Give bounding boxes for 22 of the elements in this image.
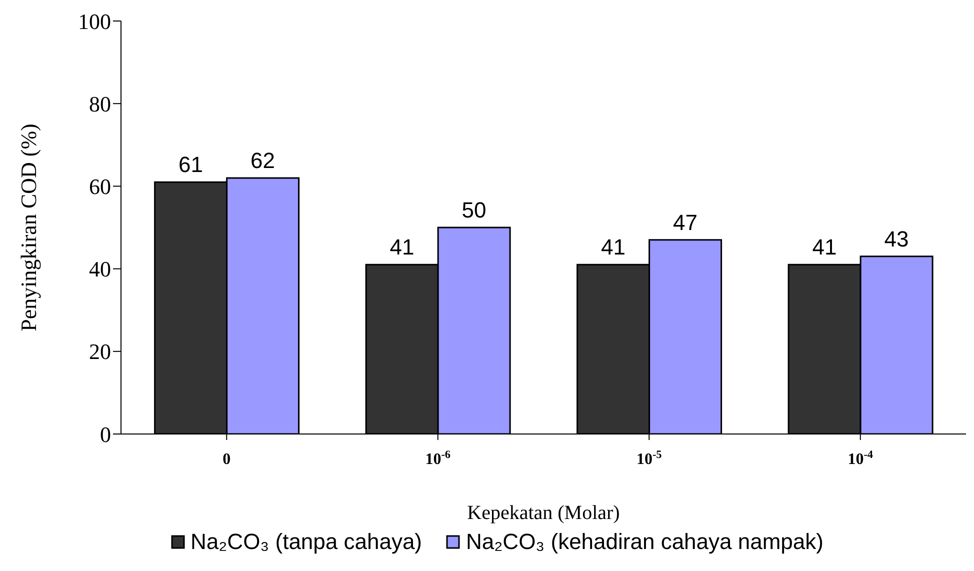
y-tick-label: 0	[100, 422, 111, 447]
data-label: 61	[178, 152, 204, 178]
y-tick-label: 40	[89, 256, 111, 282]
y-tick-label: 100	[78, 8, 111, 34]
data-label: 47	[673, 210, 698, 235]
y-axis-title: Penyingkiran COD (%)	[16, 124, 41, 332]
y-tick-label: 80	[89, 91, 111, 116]
data-label: 50	[462, 198, 486, 222]
data-label: 41	[390, 234, 414, 260]
data-label: 43	[884, 226, 909, 252]
data-label: 41	[812, 234, 837, 260]
x-axis-title: Kepekatan (Molar)	[467, 502, 620, 524]
legend-label: Na₂CO₃ (kehadiran cahaya nampak)	[466, 529, 824, 555]
legend-label: Na₂CO₃ (tanpa cahaya)	[190, 529, 422, 555]
x-tick-label: 10$^{-6}$	[425, 449, 451, 468]
y-tick-label: 60	[89, 174, 111, 200]
x-tick-label: 10$^{-4}$	[848, 449, 874, 468]
x-tick-label: 0	[222, 451, 231, 468]
y-tick-label: 20	[89, 339, 111, 364]
data-label: 41	[601, 234, 626, 260]
data-label: 62	[250, 148, 276, 173]
x-tick-label: 10$^{-5}$	[636, 449, 662, 468]
